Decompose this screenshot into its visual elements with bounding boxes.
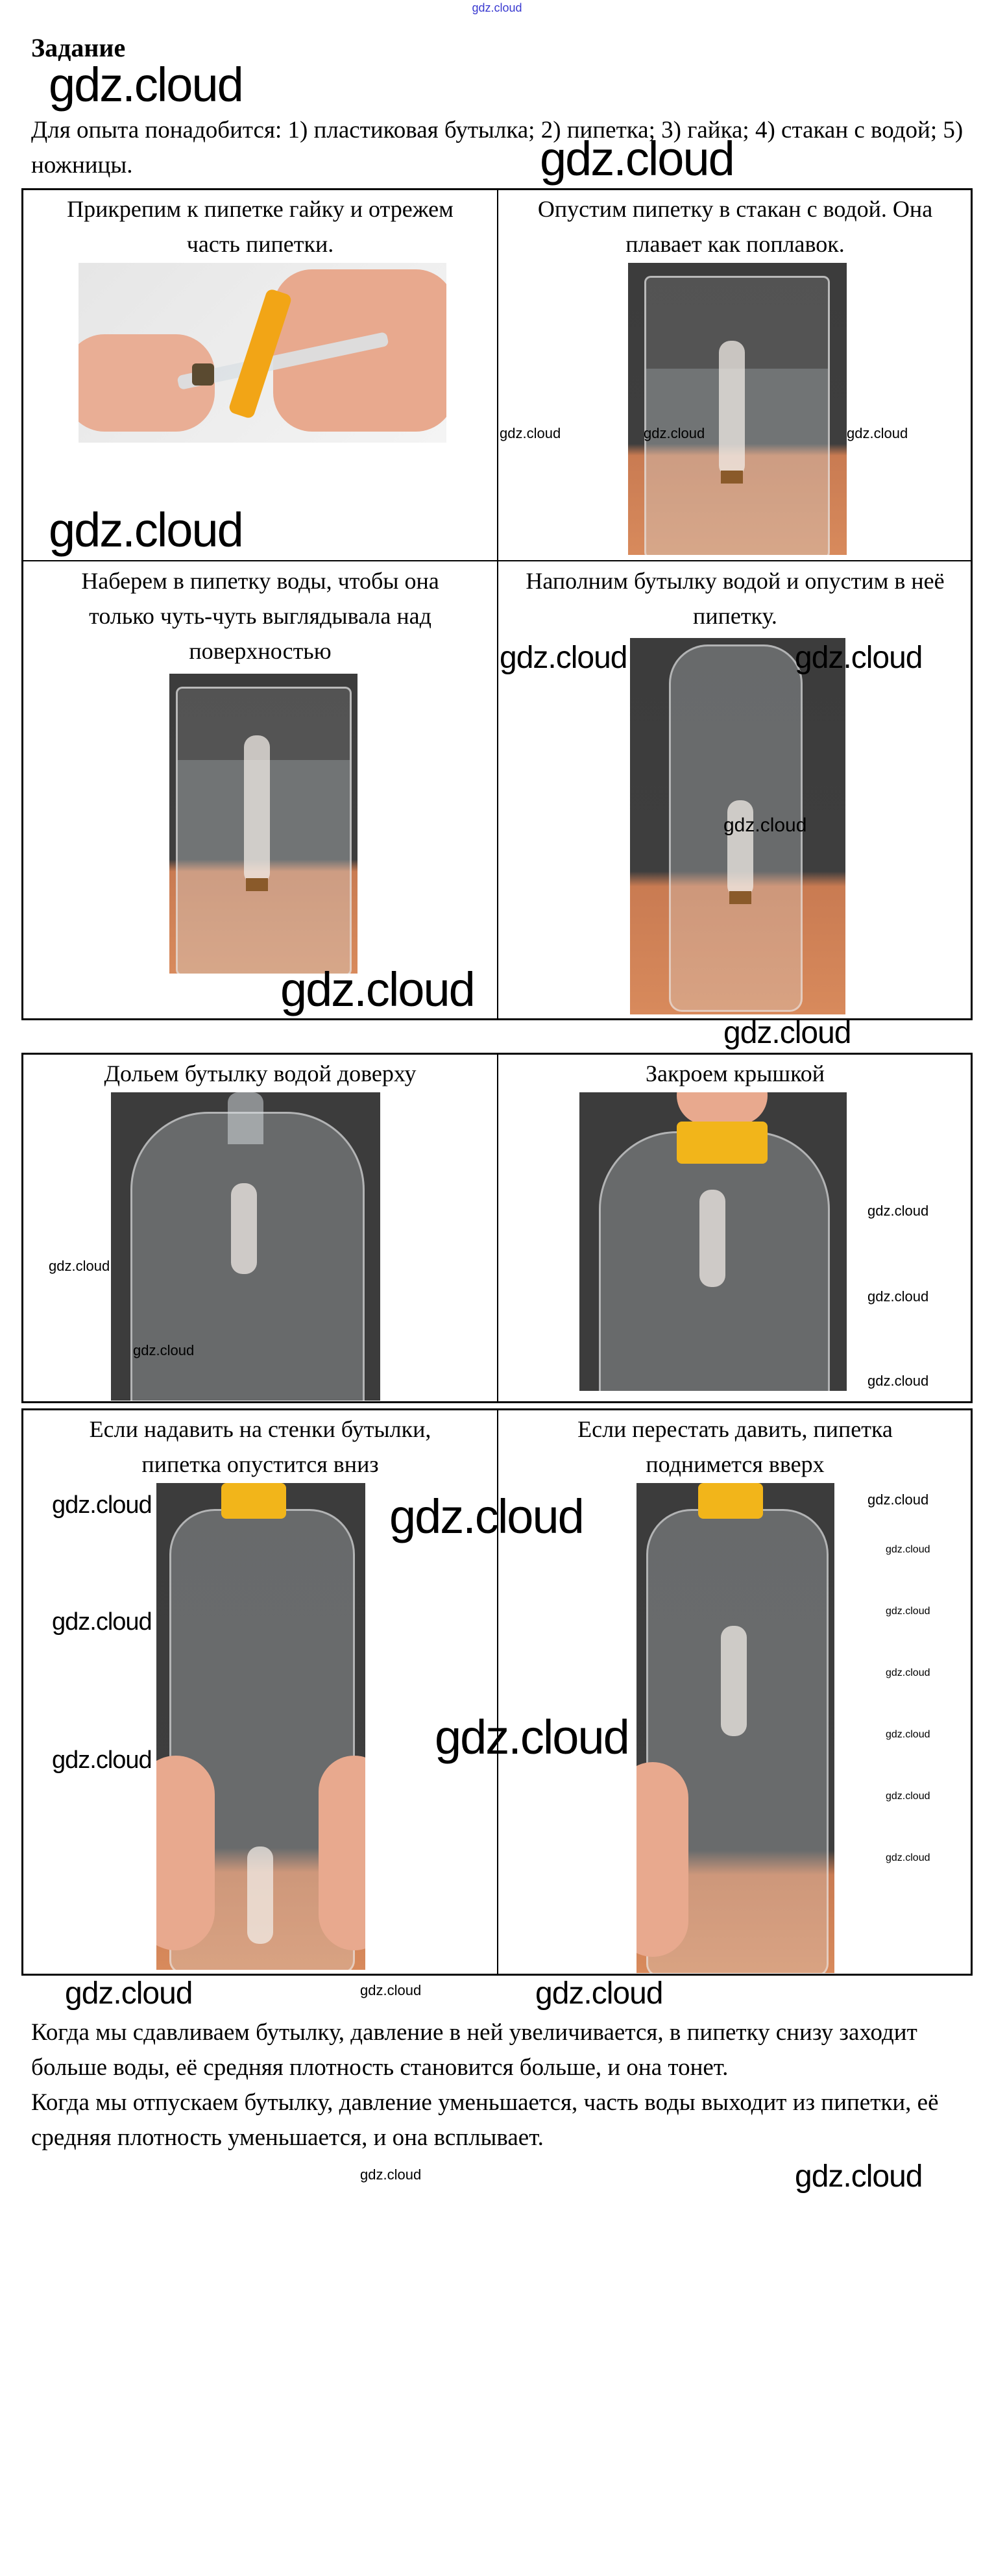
step-caption-8: Если перестать давить, пипетка подниметс… <box>577 1416 893 1477</box>
photo-bottle-capped <box>579 1092 847 1391</box>
watermark: gdz.cloud <box>847 425 908 441</box>
watermark: gdz.cloud <box>795 2159 923 2194</box>
watermark: gdz.cloud <box>133 1342 195 1358</box>
task-intro: Для опыта понадобится: 1) пластиковая бу… <box>31 117 964 178</box>
watermark: gdz.cloud <box>886 1667 930 1678</box>
watermark: gdz.cloud <box>49 58 244 112</box>
watermark: gdz.cloud <box>886 1852 930 1863</box>
watermark: gdz.cloud <box>500 425 561 441</box>
conclusion-release: Когда мы отпускаем бутылку, давление уме… <box>31 2089 939 2151</box>
watermark: gdz.cloud <box>540 132 735 186</box>
watermark: gdz.cloud <box>389 1490 585 1543</box>
watermark: gdz.cloud <box>867 1373 929 1389</box>
watermark: gdz.cloud <box>49 1258 110 1274</box>
watermark: gdz.cloud <box>644 425 705 441</box>
watermark: gdz.cloud <box>49 503 244 557</box>
photo-bottle-topped-up <box>111 1092 380 1401</box>
watermark: gdz.cloud <box>886 1606 930 1617</box>
watermark: gdz.cloud <box>795 641 923 675</box>
watermark: gdz.cloud <box>886 1791 930 1802</box>
watermark: gdz.cloud <box>435 1710 630 1764</box>
watermark: gdz.cloud <box>52 1608 152 1636</box>
top-watermark: gdz.cloud <box>472 1 522 14</box>
watermark: gdz.cloud <box>52 1747 152 1774</box>
divider <box>497 1055 498 1401</box>
watermark: gdz.cloud <box>500 641 627 675</box>
watermark: gdz.cloud <box>867 1491 929 1508</box>
step-caption-4: Наполним бутылку водой и опустим в неё п… <box>526 568 945 629</box>
watermark: gdz.cloud <box>360 2166 422 2183</box>
watermark: gdz.cloud <box>867 1288 929 1305</box>
watermark: gdz.cloud <box>52 1491 152 1519</box>
step-caption-5: Дольем бутылку водой доверху <box>104 1061 417 1086</box>
divider <box>497 190 498 1018</box>
steps-table-2: Дольем бутылку водой доверху Закроем кры… <box>21 1053 973 1403</box>
watermark: gdz.cloud <box>886 1729 930 1740</box>
watermark: gdz.cloud <box>280 963 476 1016</box>
photo-bottle-with-pipette <box>630 638 845 1014</box>
photo-bottle-squeezed <box>156 1483 365 1970</box>
step-caption-1: Прикрепим к пипетке гайку и отрежем част… <box>67 196 454 257</box>
conclusion-squeeze: Когда мы сдавливаем бутылку, давление в … <box>31 2019 917 2081</box>
step-caption-6: Закроем крышкой <box>645 1061 825 1086</box>
watermark: gdz.cloud <box>535 1976 663 2011</box>
watermark: gdz.cloud <box>886 1544 930 1555</box>
watermark: gdz.cloud <box>723 815 807 836</box>
steps-table-3: Если надавить на стенки бутылки, пипетка… <box>21 1408 973 1976</box>
divider <box>23 560 971 561</box>
step-caption-3: Наберем в пипетку воды, чтобы она только… <box>81 568 439 664</box>
watermark: gdz.cloud <box>65 1976 193 2011</box>
watermark: gdz.cloud <box>723 1016 851 1050</box>
photo-pipette-nut <box>79 263 446 443</box>
divider <box>497 1410 498 1974</box>
photo-pipette-filled <box>169 674 358 974</box>
step-caption-2: Опустим пипетку в стакан с водой. Она пл… <box>537 196 933 257</box>
photo-pipette-floating <box>628 263 847 555</box>
watermark: gdz.cloud <box>360 1982 422 1998</box>
photo-bottle-released <box>636 1483 834 1973</box>
step-caption-7: Если надавить на стенки бутылки, пипетка… <box>89 1416 431 1477</box>
steps-table-1: Прикрепим к пипетке гайку и отрежем част… <box>21 188 973 1020</box>
watermark: gdz.cloud <box>867 1203 929 1219</box>
task-title: Задание <box>31 33 126 62</box>
